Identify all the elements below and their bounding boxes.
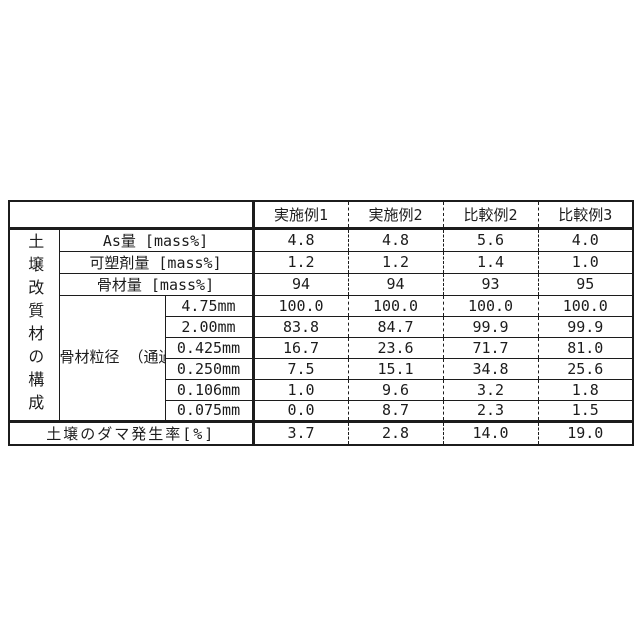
value-cell: 19.0: [537, 419, 634, 445]
row-label: 可塑剤量 [mass%]: [58, 250, 254, 273]
value-cell: 1.0: [251, 378, 349, 400]
value-cell: 1.4: [442, 250, 539, 273]
value-cell: 3.2: [442, 378, 539, 400]
table-row: 骨材量 [mass%] 94 94 93 95: [9, 272, 634, 295]
value-cell: 15.1: [347, 357, 444, 379]
side-label: 土壌改質材の構成: [9, 227, 59, 421]
particle-size-label: 0.075mm: [164, 399, 254, 421]
composition-table: 実施例1 実施例2 比較例2 比較例3 土壌改質材の構成 As量 [mass%]…: [8, 200, 635, 446]
value-cell: 34.8: [442, 357, 539, 379]
value-cell: 14.0: [442, 419, 539, 445]
value-cell: 3.7: [251, 419, 349, 445]
column-header-example1: 実施例1: [251, 201, 349, 230]
header-row: 実施例1 実施例2 比較例2 比較例3: [9, 201, 634, 230]
value-cell: 1.2: [251, 250, 349, 273]
value-cell: 1.2: [347, 250, 444, 273]
value-cell: 8.7: [347, 399, 444, 421]
particle-size-label: 4.75mm: [164, 294, 254, 316]
value-cell: 81.0: [537, 336, 634, 358]
footer-row: 土壌のダマ発生率[%] 3.7 2.8 14.0 19.0: [9, 419, 634, 445]
table-row: 可塑剤量 [mass%] 1.2 1.2 1.4 1.0: [9, 250, 634, 273]
value-cell: 95: [537, 272, 634, 295]
value-cell: 5.6: [442, 227, 539, 251]
value-cell: 1.8: [537, 378, 634, 400]
value-cell: 23.6: [347, 336, 444, 358]
value-cell: 0.0: [251, 399, 349, 421]
particle-group-label: 骨材粒径 （通過質量 百分率[%]）: [58, 294, 165, 421]
table-row: 骨材粒径 （通過質量 百分率[%]） 4.75mm 100.0 100.0 10…: [9, 294, 634, 421]
value-cell: 100.0: [442, 294, 539, 316]
particle-size-label: 0.250mm: [164, 357, 254, 379]
value-cell: 1.5: [537, 399, 634, 421]
value-cell: 94: [347, 272, 444, 295]
value-cell: 2.3: [442, 399, 539, 421]
value-cell: 16.7: [251, 336, 349, 358]
footer-label: 土壌のダマ発生率[%]: [9, 419, 254, 445]
table-row: 0.106mm 1.0 9.6 3.2 1.8: [9, 378, 634, 400]
value-cell: 4.8: [347, 227, 444, 251]
value-cell: 100.0: [251, 294, 349, 316]
particle-size-label: 2.00mm: [164, 315, 254, 337]
value-cell: 84.7: [347, 315, 444, 337]
row-label: 骨材量 [mass%]: [58, 272, 254, 295]
corner-cell: [9, 201, 254, 230]
value-cell: 99.9: [537, 315, 634, 337]
value-cell: 93: [442, 272, 539, 295]
value-cell: 94: [251, 272, 349, 295]
value-cell: 100.0: [537, 294, 634, 316]
value-cell: 9.6: [347, 378, 444, 400]
value-cell: 25.6: [537, 357, 634, 379]
value-cell: 4.8: [251, 227, 349, 251]
value-cell: 1.0: [537, 250, 634, 273]
column-header-comparative3: 比較例3: [537, 201, 634, 230]
value-cell: 71.7: [442, 336, 539, 358]
value-cell: 100.0: [347, 294, 444, 316]
table-row: 0.075mm 0.0 8.7 2.3 1.5: [9, 399, 634, 421]
value-cell: 7.5: [251, 357, 349, 379]
column-header-example2: 実施例2: [347, 201, 444, 230]
column-header-comparative2: 比較例2: [442, 201, 539, 230]
value-cell: 2.8: [347, 419, 444, 445]
table-row: 0.250mm 7.5 15.1 34.8 25.6: [9, 357, 634, 379]
table-row: 2.00mm 83.8 84.7 99.9 99.9: [9, 315, 634, 337]
value-cell: 4.0: [537, 227, 634, 251]
row-label: As量 [mass%]: [58, 227, 254, 251]
particle-size-label: 0.106mm: [164, 378, 254, 400]
particle-size-label: 0.425mm: [164, 336, 254, 358]
value-cell: 99.9: [442, 315, 539, 337]
table-row: 土壌改質材の構成 As量 [mass%] 4.8 4.8 5.6 4.0: [9, 227, 634, 421]
value-cell: 83.8: [251, 315, 349, 337]
table-row: 0.425mm 16.7 23.6 71.7 81.0: [9, 336, 634, 358]
